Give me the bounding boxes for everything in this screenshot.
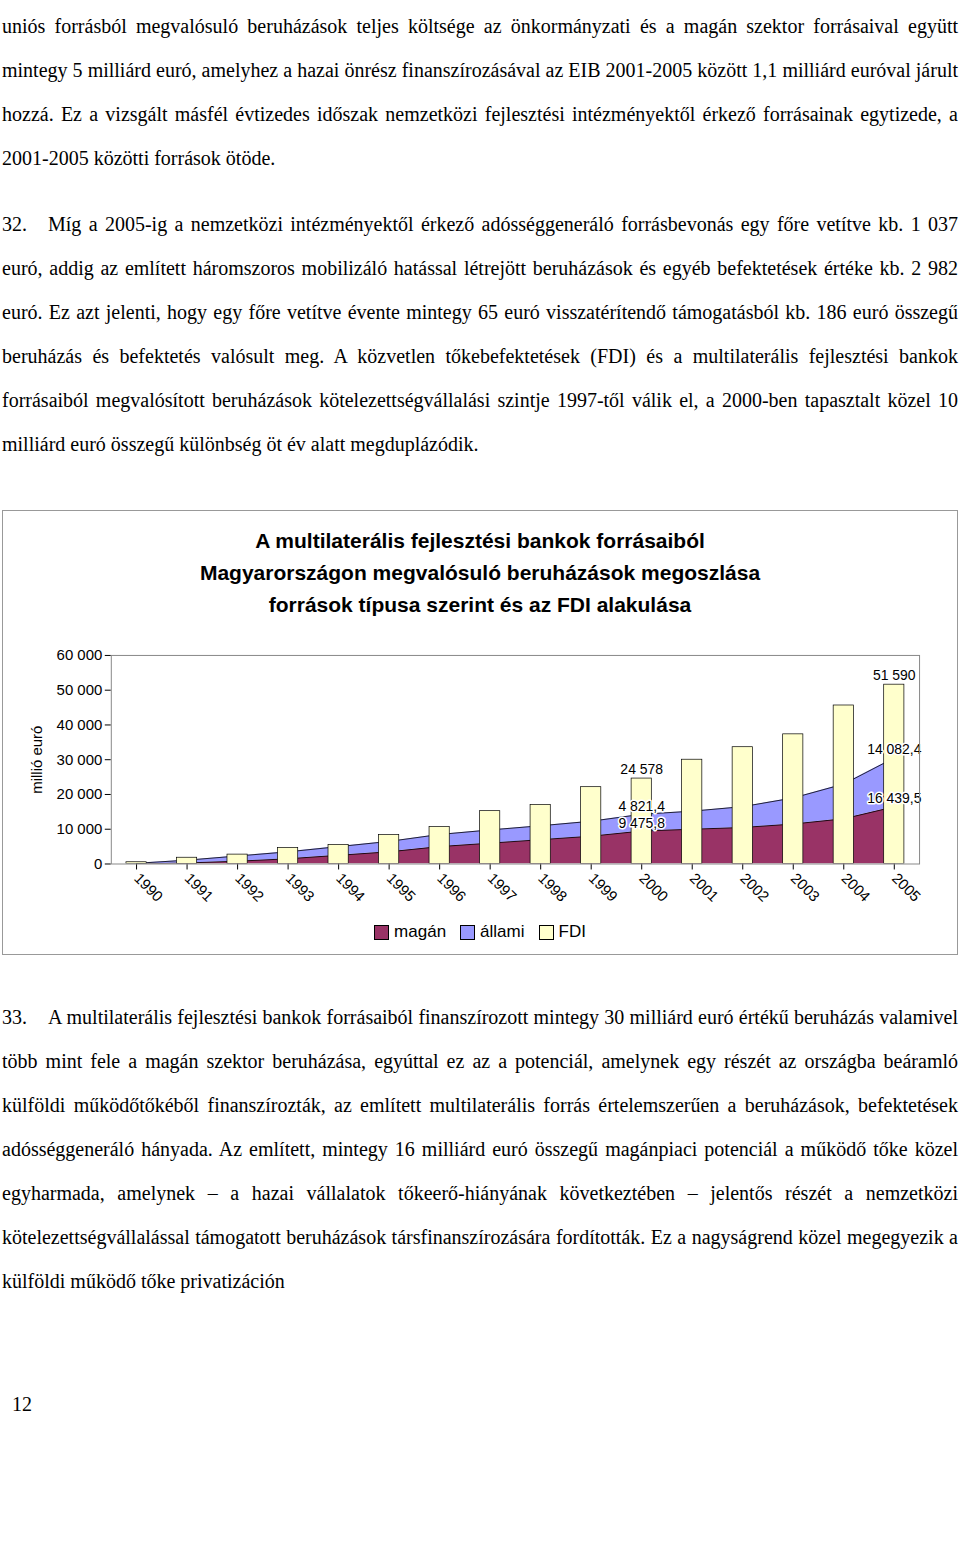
- svg-text:1994: 1994: [333, 869, 369, 905]
- svg-text:2003: 2003: [788, 869, 824, 905]
- html-text:FDI: FDI: [558, 922, 586, 942]
- svg-text:1998: 1998: [535, 869, 571, 905]
- svg-text:2004: 2004: [838, 869, 874, 905]
- svg-text:1990: 1990: [131, 869, 167, 905]
- svg-text:1997: 1997: [485, 869, 521, 905]
- svg-text:40 000: 40 000: [57, 716, 103, 733]
- svg-text:10 000: 10 000: [57, 820, 103, 837]
- svg-text:51 590: 51 590: [873, 667, 916, 683]
- svg-text:1993: 1993: [283, 869, 319, 905]
- svg-text:30 000: 30 000: [57, 751, 103, 768]
- svg-text:1992: 1992: [232, 869, 268, 905]
- svg-text:1995: 1995: [384, 869, 420, 905]
- svg-text:0: 0: [94, 855, 102, 872]
- html-text:állami: állami: [480, 922, 525, 942]
- html-text:Míg a 2005-ig a nemzetközi int: Míg a 2005-ig a nemzetközi intézményektő…: [2, 213, 958, 455]
- svg-text:20 000: 20 000: [57, 785, 103, 802]
- svg-text:2000: 2000: [636, 869, 672, 905]
- svg-text:4 821,4: 4 821,4: [618, 798, 665, 814]
- svg-text:14 082,4: 14 082,4: [867, 741, 922, 757]
- html-text:A multilaterális fejlesztési b: A multilaterális fejlesztési bankok forr…: [2, 1006, 958, 1293]
- svg-text:1996: 1996: [434, 869, 470, 905]
- svg-text:2002: 2002: [737, 869, 773, 905]
- svg-text:1999: 1999: [586, 869, 622, 905]
- svg-text:9 475,8: 9 475,8: [618, 815, 665, 831]
- html-text:32.: 32.: [2, 213, 27, 235]
- svg-text:24 578: 24 578: [620, 761, 663, 777]
- svg-text:2005: 2005: [889, 869, 925, 905]
- svg-text:1991: 1991: [182, 869, 218, 905]
- svg-text:50 000: 50 000: [57, 681, 103, 698]
- html-text:33.: 33.: [2, 1006, 27, 1029]
- svg-text:millió euró: millió euró: [28, 726, 45, 794]
- html-text:A multilaterális fejlesztési b: A multilaterális fejlesztési bankok forr…: [199, 529, 761, 616]
- html-text:uniós forrásból megvalósuló be: uniós forrásból megvalósuló beruházások …: [2, 15, 958, 169]
- svg-text:60 000: 60 000: [57, 646, 103, 663]
- html-text:12: 12: [12, 1393, 32, 1416]
- svg-text:2001: 2001: [687, 869, 723, 905]
- svg-text:16 439,5: 16 439,5: [867, 790, 922, 806]
- html-text:magán: magán: [394, 922, 447, 942]
